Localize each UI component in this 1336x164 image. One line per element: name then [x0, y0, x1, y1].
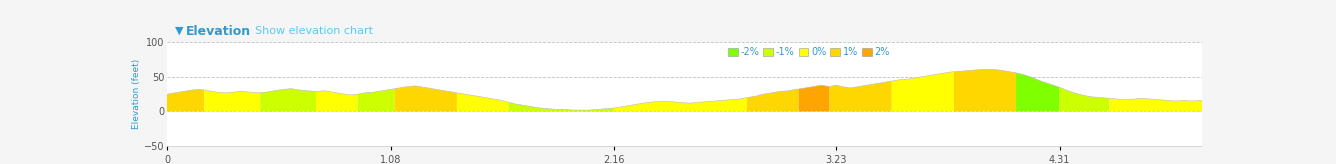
Polygon shape [892, 72, 954, 112]
Polygon shape [261, 89, 317, 112]
Y-axis label: Elevation (feet): Elevation (feet) [132, 59, 140, 129]
Polygon shape [395, 86, 457, 112]
Text: ▼: ▼ [175, 26, 184, 36]
Polygon shape [457, 93, 509, 112]
Polygon shape [167, 89, 204, 112]
Text: Elevation: Elevation [186, 25, 251, 38]
Polygon shape [1017, 73, 1059, 112]
Polygon shape [317, 91, 358, 112]
Polygon shape [615, 101, 695, 112]
Legend: -2%, -1%, 0%, 1%, 2%: -2%, -1%, 0%, 1%, 2% [728, 47, 890, 57]
Polygon shape [1059, 87, 1109, 112]
Polygon shape [358, 89, 395, 112]
Text: Show elevation chart: Show elevation chart [255, 26, 373, 36]
Polygon shape [204, 90, 261, 112]
Polygon shape [954, 69, 1017, 112]
Polygon shape [799, 85, 830, 112]
Polygon shape [1109, 98, 1161, 112]
Polygon shape [747, 89, 799, 112]
Polygon shape [1161, 100, 1202, 112]
Polygon shape [509, 102, 615, 112]
Polygon shape [695, 98, 747, 112]
Polygon shape [830, 81, 892, 112]
